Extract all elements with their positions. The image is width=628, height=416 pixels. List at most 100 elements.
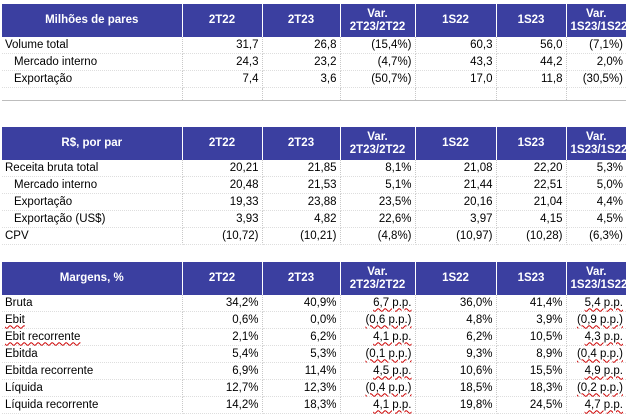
header-cell: 2T22 [182,4,263,37]
cell: 4,1 p.p. [340,328,416,346]
cell: 4,9 p.p. [566,362,626,380]
cell: 4,15 [496,210,567,228]
table-header-row: Margens, % 2T22 2T23 Var. 2T23/2T22 1S22… [2,262,628,295]
empty-row [2,87,626,101]
cell: (10,72) [182,227,263,245]
header-cell: 1S23 [496,4,567,37]
cell: 23,5% [340,193,416,211]
table-row: Ebit 0,6% 0,0% (0,6 p.p.) 4,8% 3,9% (0,9… [2,311,626,329]
header-cell: Var. 2T23/2T22 [340,127,416,160]
empty-cell [415,87,497,101]
header-cell: Var. 1S23/1S22 [566,4,628,37]
cell: (15,4%) [340,37,416,54]
row-label: Ebitda recorrente [2,362,183,380]
row-label: Receita bruta total [2,160,183,177]
cell: 44,2 [496,53,567,71]
cell: 31,7 [182,37,263,54]
cell: (0,4 p.p.) [566,345,626,363]
cell: 5,1% [340,176,416,194]
row-label: Exportação (US$) [2,210,183,228]
cell-text: 4,1 p.p. [373,398,412,411]
header-cell: Var. 1S23/1S22 [566,127,627,160]
header-cell: 2T23 [262,262,341,295]
cell: 15,5% [496,362,567,380]
table-row: Exportação 19,33 23,88 23,5% 20,16 21,04… [2,193,626,211]
header-cell: 2T23 [262,127,341,160]
cell: (0,9 p.p.) [566,311,626,329]
table-row: Mercado interno 24,3 23,2 (4,7%) 43,3 44… [2,53,626,71]
cell: 40,9% [262,295,341,312]
cell: 24,5% [496,396,567,414]
cell: 6,2% [415,328,497,346]
cell-text: (0,6 p.p.) [365,313,412,326]
header-cell: 1S22 [415,127,497,160]
table-volume: Milhões de pares 2T22 2T23 Var. 2T23/2T2… [2,4,628,101]
cell: 12,7% [182,379,263,397]
table-row: Mercado interno 20,48 21,53 5,1% 21,44 2… [2,176,626,194]
cell: 10,5% [496,328,567,346]
cell: (6,3%) [566,227,626,245]
cell: (0,4 p.p.) [340,379,416,397]
cell: (0,6 p.p.) [340,311,416,329]
header-var-label: Var. 2T23/2T22 [349,265,406,291]
cell: (10,21) [262,227,341,245]
cell-text: (0,1 p.p.) [365,347,412,360]
cell: (10,28) [496,227,567,245]
cell-text: 4,1 p.p. [373,330,412,343]
cell: 0,6% [182,311,263,329]
cell: 5,4% [182,345,263,363]
cell-text: (0,4 p.p.) [365,381,412,394]
cell-text: (0,9 p.p.) [576,313,623,326]
cell: 21,08 [415,160,497,177]
cell-text: 5,4 p.p. [584,296,623,309]
header-var-label: Var. 1S23/1S22 [570,265,628,291]
header-var-label: Var. 1S23/1S22 [570,7,628,33]
cell: 21,85 [262,160,341,177]
header-cell: Var. 2T23/2T22 [340,4,416,37]
cell-text: (0,4 p.p.) [576,347,623,360]
cell: 34,2% [182,295,263,312]
header-cell: R$, por par [2,127,183,160]
header-cell: Var. 1S23/1S22 [566,262,628,295]
cell: 5,4 p.p. [566,295,626,312]
cell: 21,44 [415,176,497,194]
row-label: Exportação [2,70,183,88]
table-row: Ebit recorrente 2,1% 6,2% 4,1 p.p. 6,2% … [2,328,626,346]
cell: 3,6 [262,70,341,88]
cell: (0,2 p.p.) [566,379,626,397]
table-header-row: Milhões de pares 2T22 2T23 Var. 2T23/2T2… [2,4,628,37]
cell: 5,3% [262,345,341,363]
row-label: Ebitda [2,345,183,363]
table-row: Volume total 31,7 26,8 (15,4%) 60,3 56,0… [2,37,626,54]
cell: 6,7 p.p. [340,295,416,312]
cell: 9,3% [415,345,497,363]
cell: 19,33 [182,193,263,211]
cell: 56,0 [496,37,567,54]
cell: 3,93 [182,210,263,228]
cell: (4,7%) [340,53,416,71]
table-row: Bruta 34,2% 40,9% 6,7 p.p. 36,0% 41,4% 5… [2,295,626,312]
table-row: Exportação (US$) 3,93 4,82 22,6% 3,97 4,… [2,210,626,228]
cell: 10,6% [415,362,497,380]
row-label: Ebit [2,311,183,329]
cell: 14,2% [182,396,263,414]
empty-cell [566,87,626,101]
cell: 0,0% [262,311,341,329]
cell: 26,8 [262,37,341,54]
header-var-label: Var. 2T23/2T22 [349,130,406,156]
cell: 11,8 [496,70,567,88]
table-header-row: R$, por par 2T22 2T23 Var. 2T23/2T22 1S2… [2,127,627,160]
cell: 6,9% [182,362,263,380]
row-label-text: Ebit [5,313,25,326]
cell: 8,1% [340,160,416,177]
row-label: Líquida [2,379,183,397]
empty-cell [2,87,183,101]
cell: (7,1%) [566,37,626,54]
cell: 4,4% [566,193,626,211]
header-cell: 1S22 [415,4,497,37]
empty-cell [340,87,416,101]
cell: 11,4% [262,362,341,380]
cell: 4,8% [415,311,497,329]
row-label: Ebit recorrente [2,328,183,346]
cell: 12,3% [262,379,341,397]
